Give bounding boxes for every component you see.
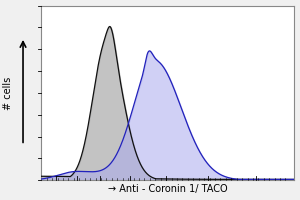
X-axis label: → Anti - Coronin 1/ TACO: → Anti - Coronin 1/ TACO — [108, 184, 227, 194]
Text: # cells: # cells — [3, 76, 13, 110]
